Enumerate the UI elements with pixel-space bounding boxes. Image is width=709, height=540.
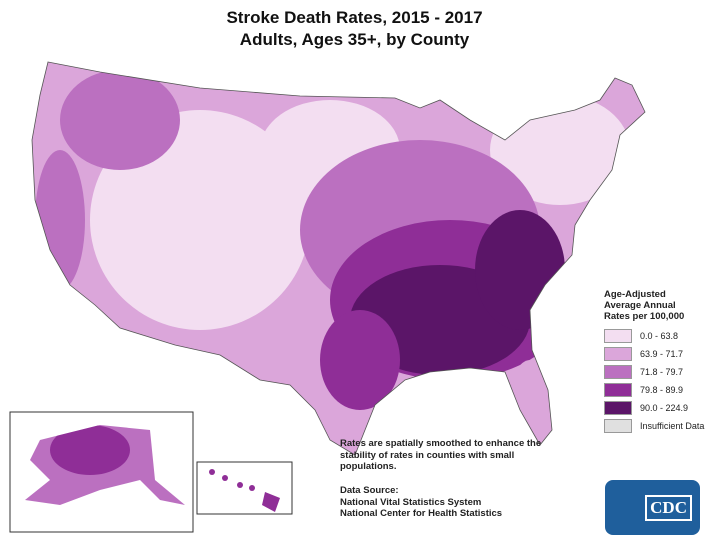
title-line-1: Stroke Death Rates, 2015 - 2017 <box>226 8 483 27</box>
source-heading: Data Source: <box>340 485 399 496</box>
contiguous-us <box>32 62 645 455</box>
smoothing-note: Rates are spatially smoothed to enhance … <box>340 438 542 472</box>
hawaii-inset <box>196 461 293 515</box>
legend-swatch <box>604 347 632 361</box>
alaska-inset <box>9 411 194 533</box>
legend-label: 90.0 - 224.9 <box>640 403 689 413</box>
legend-swatch <box>604 419 632 433</box>
legend-label: 71.8 - 79.7 <box>640 367 684 377</box>
cdc-logo-text: CDC <box>645 495 692 521</box>
legend-swatch <box>604 365 632 379</box>
legend-item: 79.8 - 89.9 <box>604 381 704 399</box>
legend-swatch <box>604 329 632 343</box>
legend-swatch <box>604 401 632 415</box>
source-line: National Center for Health Statistics <box>340 508 503 519</box>
legend-title: Age-Adjusted <box>604 289 666 300</box>
alaska <box>25 425 185 505</box>
title-line-2: Adults, Ages 35+, by County <box>239 30 470 49</box>
legend-item: Insufficient Data <box>604 417 704 435</box>
legend-item: 90.0 - 224.9 <box>604 399 704 417</box>
data-source: Data Source: National Vital Statistics S… <box>340 485 502 520</box>
cdc-logo: CDC <box>605 480 700 535</box>
legend-label: 63.9 - 71.7 <box>640 349 684 359</box>
legend-item: 63.9 - 71.7 <box>604 345 704 363</box>
legend: Age-Adjusted Average Annual Rates per 100,… <box>604 289 704 435</box>
hawaii <box>209 469 280 512</box>
legend-item: 71.8 - 79.7 <box>604 363 704 381</box>
legend-title: Average Annual <box>604 300 676 311</box>
legend-title: Rates per 100,000 <box>604 311 685 322</box>
legend-label: 79.8 - 89.9 <box>640 385 684 395</box>
legend-item: 0.0 - 63.8 <box>604 327 704 345</box>
source-line: National Vital Statistics System <box>340 496 482 508</box>
legend-label: Insufficient Data <box>640 421 705 431</box>
legend-label: 0.0 - 63.8 <box>640 331 679 341</box>
legend-swatch <box>604 383 632 397</box>
